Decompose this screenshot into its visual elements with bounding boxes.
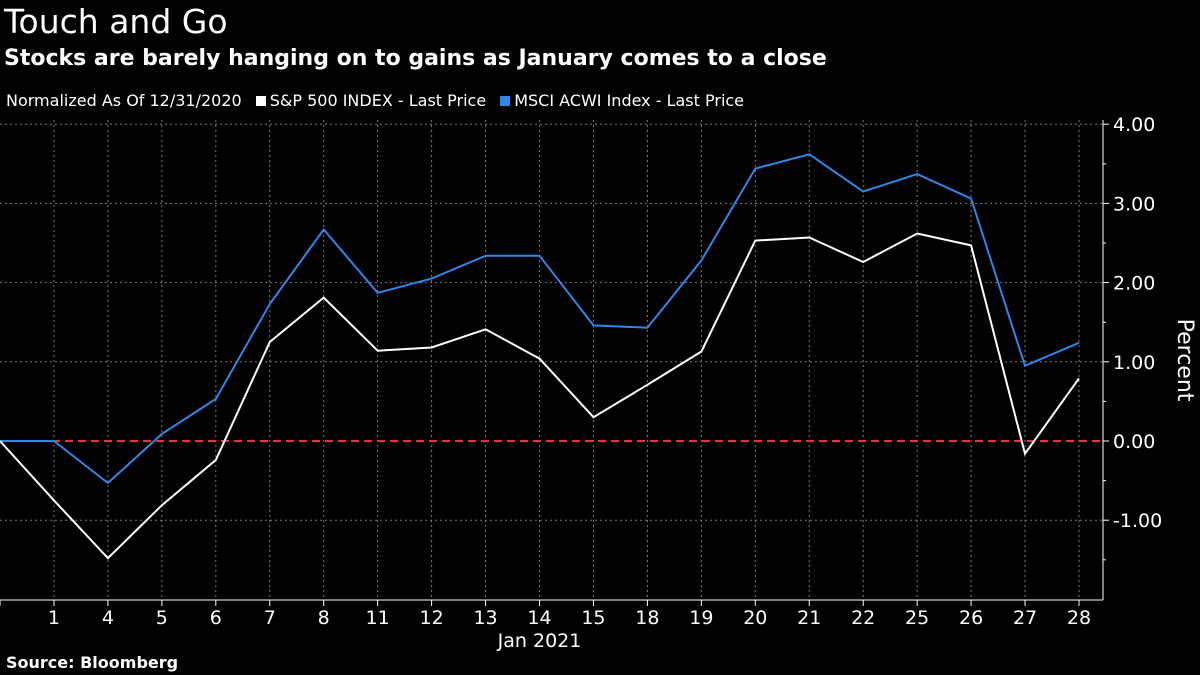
y-tick-label: 1.00 xyxy=(1113,352,1155,374)
y-tick-label: 2.00 xyxy=(1113,273,1155,295)
x-tick-label: 18 xyxy=(635,607,659,629)
x-tick-label: 21 xyxy=(797,607,821,629)
axis-layer: 4.003.002.001.000.00-1.001 4 5 6 7 8 11 12 13 14 1… xyxy=(0,114,1162,629)
legend: Normalized As Of 12/31/2020 S&P 500 INDE… xyxy=(6,90,758,112)
series-line-sp500 xyxy=(0,232,1080,560)
x-tick-label: 8 xyxy=(318,607,330,629)
x-tick-label: 22 xyxy=(851,607,875,629)
x-tick-label: 20 xyxy=(743,607,767,629)
x-tick-label: 4 xyxy=(102,607,114,629)
series-layer xyxy=(0,153,1080,560)
grid-layer xyxy=(0,120,1103,600)
x-tick-label: 7 xyxy=(264,607,276,629)
x-tick-label: 19 xyxy=(689,607,713,629)
x-tick-label: 6 xyxy=(210,607,222,629)
x-axis-title: Jan 2021 xyxy=(497,630,582,652)
x-tick-label: 11 xyxy=(366,607,390,629)
legend-note: Normalized As Of 12/31/2020 xyxy=(6,90,242,112)
x-tick-label: 25 xyxy=(905,607,929,629)
x-tick-label: 27 xyxy=(1013,607,1037,629)
y-tick-label: 4.00 xyxy=(1113,114,1155,136)
x-tick-label: 12 xyxy=(420,607,444,629)
series-line-msci-acwi xyxy=(0,153,1080,485)
chart-subtitle: Stocks are barely hanging on to gains as… xyxy=(4,46,827,71)
x-tick-label: 1 xyxy=(48,607,60,629)
y-tick-label: 3.00 xyxy=(1113,193,1155,215)
x-tick-label: 28 xyxy=(1067,607,1091,629)
chart-title: Touch and Go xyxy=(4,2,228,41)
x-tick-label: 26 xyxy=(959,607,983,629)
legend-label-msci: MSCI ACWI Index - Last Price xyxy=(514,91,745,110)
legend-swatch-msci xyxy=(500,96,511,106)
source-note: Source: Bloomberg xyxy=(6,653,179,672)
x-tick-label: 14 xyxy=(527,607,551,629)
x-tick-label: 15 xyxy=(581,607,605,629)
legend-item-msci: MSCI ACWI Index - Last Price xyxy=(500,90,744,112)
legend-label-sp500: S&P 500 INDEX - Last Price xyxy=(269,91,487,110)
legend-item-sp500: S&P 500 INDEX - Last Price xyxy=(255,90,487,112)
x-tick-label: 13 xyxy=(473,607,497,629)
y-tick-label: -1.00 xyxy=(1113,510,1162,532)
y-axis-title: Percent xyxy=(1172,319,1197,402)
y-tick-label: 0.00 xyxy=(1113,431,1155,453)
legend-swatch-sp500 xyxy=(255,96,266,106)
legend-note-text: Normalized As Of 12/31/2020 xyxy=(6,91,242,110)
x-tick-label: 5 xyxy=(156,607,168,629)
